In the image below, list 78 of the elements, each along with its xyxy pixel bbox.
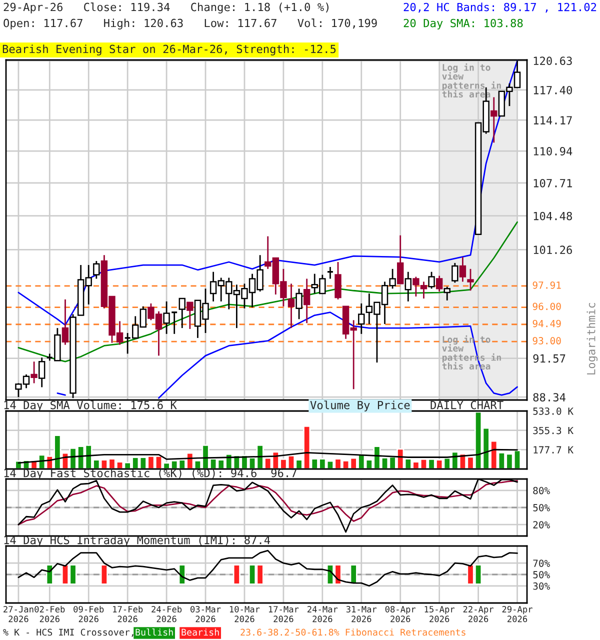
- candlestick: [30, 360, 38, 384]
- line-series: [18, 448, 518, 464]
- x-tick-label: 02-Feb 2026: [34, 606, 65, 622]
- ref-line-label: 96.00: [532, 302, 561, 310]
- y-tick-label: 91.57: [533, 354, 566, 363]
- ref-line-label: 97.91: [532, 281, 561, 289]
- x-tick-label: 29-Apr 2026: [502, 606, 532, 622]
- y-tick-label: 117.40: [534, 86, 572, 94]
- y-tick-label: 20%: [533, 521, 550, 528]
- candlestick: [93, 260, 100, 280]
- candlestick: [288, 282, 295, 329]
- y-axis-title: Logarithmic: [586, 302, 598, 374]
- x-tick-label: 24-Feb 2026: [152, 606, 182, 622]
- x-tick-label: 31-Mar 2026: [346, 606, 377, 622]
- candlestick: [490, 96, 498, 144]
- x-tick-label: 08-Apr 2026: [385, 606, 416, 622]
- text: Bullish: [136, 628, 173, 636]
- chart-title: 14 Day HCS Intraday Momentum (IMI): 87.4: [4, 536, 270, 546]
- x-tick-label: 10-Mar 2026: [230, 606, 260, 622]
- candlestick: [436, 275, 443, 292]
- line-series: [18, 60, 518, 326]
- x-tick-label: 15-Apr 2026: [424, 606, 455, 622]
- y-tick-label: 70%: [533, 560, 550, 567]
- candlestick: [334, 261, 342, 300]
- y-tick-label: 101.26: [534, 246, 572, 254]
- candlestick: [428, 271, 435, 290]
- y-tick-label: 120.63: [534, 56, 572, 66]
- line-series: [18, 221, 518, 362]
- y-tick-label: 80%: [533, 486, 550, 494]
- candlestick: [326, 266, 334, 280]
- candlestick: [38, 356, 46, 388]
- text: Open: 117.67 High: 120.63 Low: 117.67 Vol: 170,199: [4, 18, 377, 30]
- candlestick: [296, 288, 302, 320]
- y-tick-label: 50%: [533, 571, 550, 578]
- candlestick: [186, 302, 194, 330]
- y-tick-label: 114.17: [534, 116, 572, 124]
- candlestick: [444, 286, 450, 302]
- y-tick-label: 104.48: [534, 212, 572, 220]
- y-tick-label: 177.7 K: [534, 446, 574, 454]
- y-tick-label: 30%: [533, 582, 550, 590]
- chart-title: Bearish Evening Star on 26-Mar-26, Strength: -12.5: [2, 44, 336, 56]
- candlestick: [459, 256, 466, 282]
- x-tick-label: 24-Mar 2026: [308, 606, 338, 622]
- y-tick-label: 88.34: [533, 393, 566, 402]
- y-tick-label: 355.3 K: [533, 426, 574, 434]
- text: 20 Day SMA: 103.88: [404, 18, 523, 30]
- y-tick-label: 50%: [533, 504, 550, 512]
- x-tick-label: 17-Mar 2026: [268, 606, 299, 622]
- candlestick: [303, 278, 310, 324]
- legend-title: % K - HCS IMI Crossover,: [3, 628, 134, 637]
- x-tick-label: 09-Feb 2026: [74, 606, 104, 622]
- chart-title: 14 Day Fast Stochastic (%K) (%D): 94.6 96.7: [4, 468, 296, 480]
- candlestick: [404, 271, 412, 302]
- y-tick-label: 110.94: [534, 147, 572, 156]
- candlestick: [358, 302, 365, 335]
- x-tick-label: 03-Mar 2026: [190, 606, 221, 622]
- ref-line-label: 94.49: [532, 320, 561, 328]
- candlestick: [178, 298, 186, 329]
- y-tick-label: 107.71: [534, 178, 572, 188]
- candlestick: [397, 234, 404, 284]
- line-series: [158, 312, 518, 399]
- x-tick-label: 27-Jan 2026: [4, 606, 34, 622]
- text: Bearish: [182, 628, 219, 636]
- candlestick: [62, 298, 69, 346]
- text: 23.6-38.2-50-61.8% Fibonacci Retracements: [240, 628, 466, 636]
- y-tick-label: 533.0 K: [533, 408, 574, 415]
- candlestick: [467, 268, 474, 292]
- x-tick-label: 17-Feb 2026: [113, 606, 143, 622]
- annotation: Volume By Price: [310, 400, 410, 412]
- line-series: [18, 480, 518, 526]
- chart-title: 14 Day SMA Volume: 175.6 K: [4, 400, 177, 412]
- text: 20,2 HC Bands: 89.17 , 121.02: [404, 2, 596, 13]
- x-tick-label: 22-Apr 2026: [463, 606, 494, 622]
- candlestick: [452, 262, 458, 284]
- text: DAILY CHART: [430, 400, 504, 410]
- ref-line-label: 93.00: [532, 337, 561, 344]
- line-series: [18, 550, 518, 587]
- text: 29-Apr-26 Close: 119.34 Change: 1.18 (+1.0 %): [4, 2, 328, 14]
